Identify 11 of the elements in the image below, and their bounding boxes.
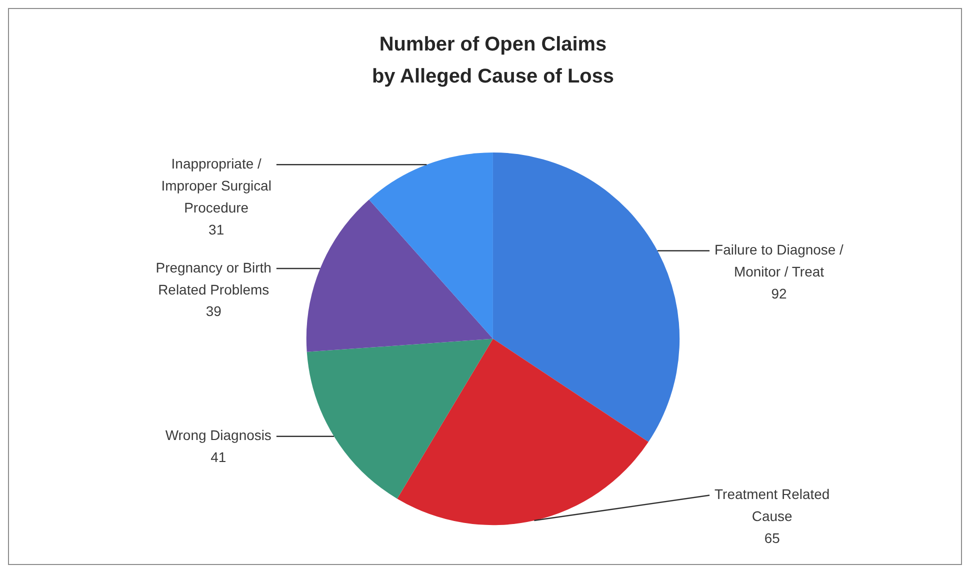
slice-label: Pregnancy or Birth Related Problems: [156, 259, 272, 298]
slice-label: Inappropriate / Improper Surgical Procedure: [161, 156, 272, 216]
slice-label: Treatment Related Cause: [714, 486, 830, 524]
chart-title: Number of Open Claims by Alleged Cause of Loss: [372, 33, 614, 88]
data-label: 41: [210, 449, 226, 466]
data-label: 31: [208, 221, 224, 238]
slice-label: Failure to Diagnose / Monitor / Treat: [714, 242, 844, 280]
data-label: 92: [771, 285, 787, 302]
data-label: 39: [206, 303, 222, 320]
slice-label: Wrong Diagnosis: [165, 427, 272, 444]
data-label: 65: [764, 530, 780, 546]
